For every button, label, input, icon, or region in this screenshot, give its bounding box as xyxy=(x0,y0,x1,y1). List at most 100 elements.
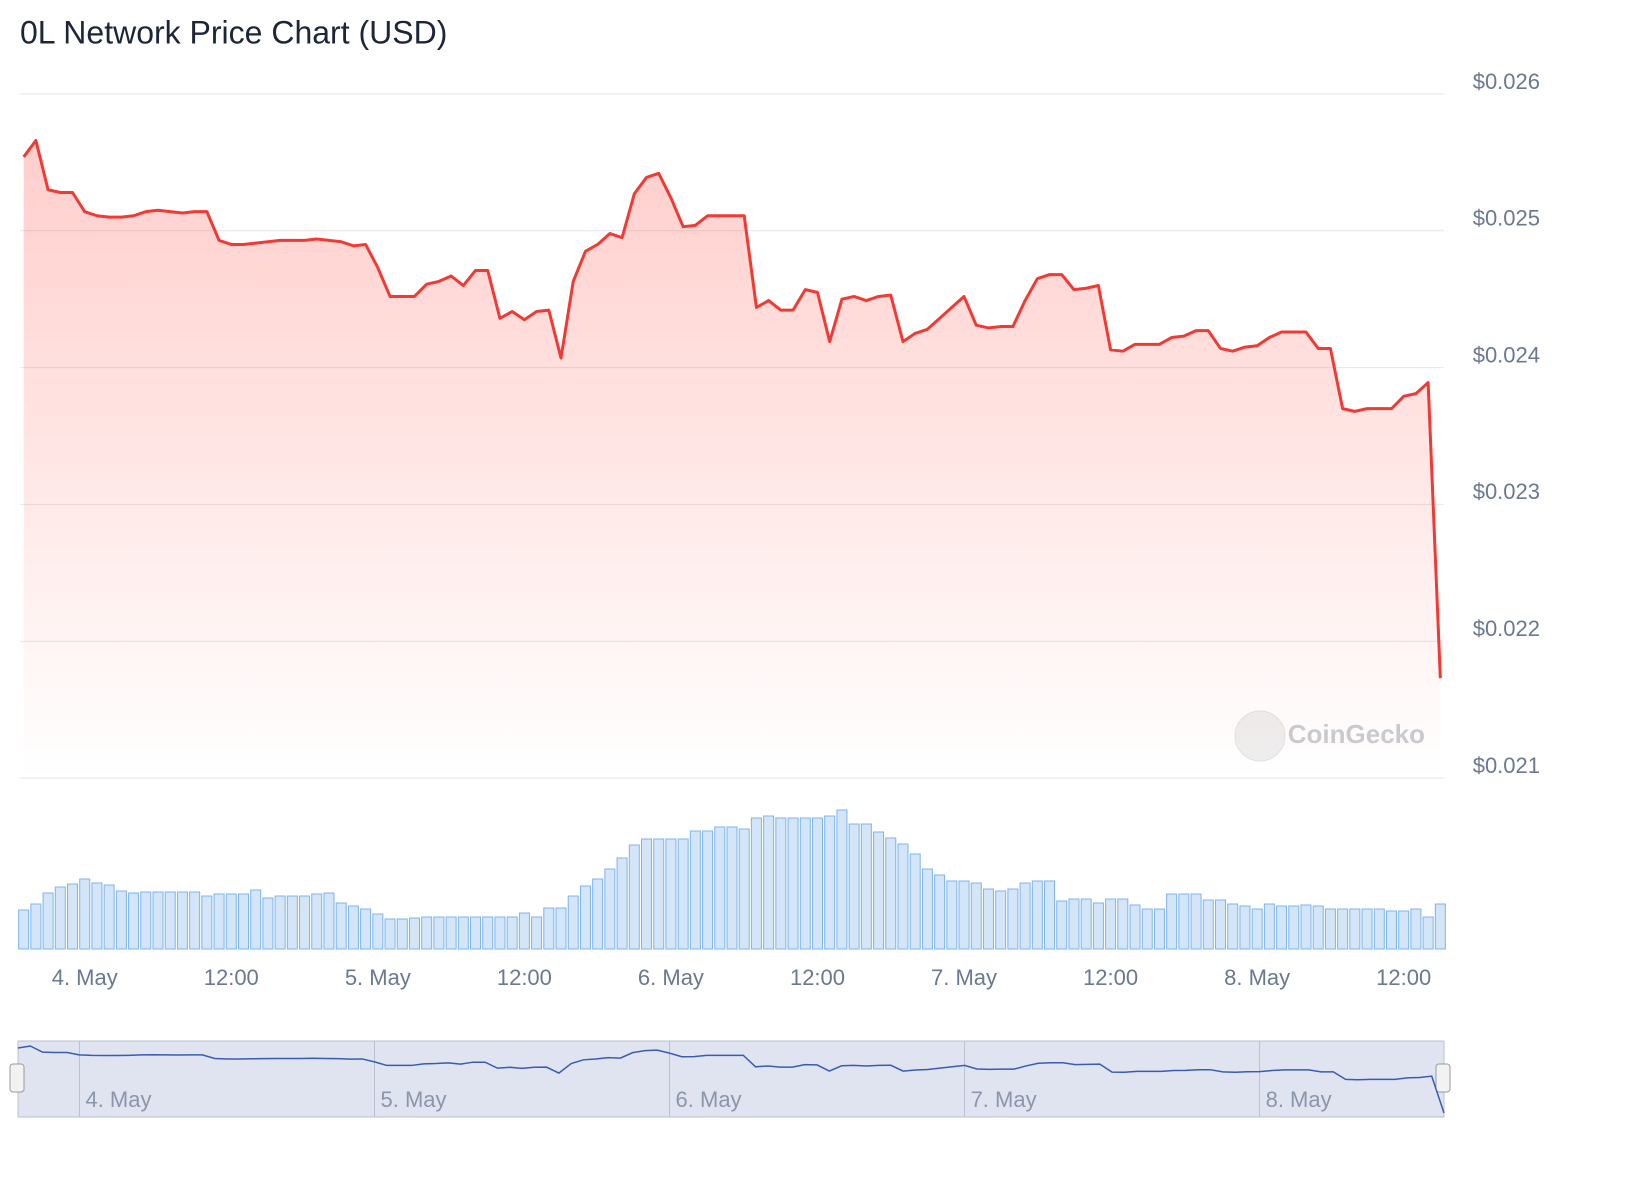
volume-bar xyxy=(1190,893,1202,950)
volume-bar xyxy=(91,882,103,950)
x-tick-label: 12:00 xyxy=(204,965,259,990)
volume-bar xyxy=(1153,908,1165,950)
volume-bar xyxy=(567,895,579,950)
volume-bar xyxy=(750,817,762,950)
navigator-handle-left[interactable] xyxy=(9,1063,25,1093)
volume-bar xyxy=(140,891,152,950)
volume-bar xyxy=(689,830,701,950)
volume-bar xyxy=(1215,899,1227,950)
volume-bar xyxy=(775,817,787,950)
volume-bar xyxy=(67,883,79,950)
volume-bar xyxy=(604,868,616,950)
volume-bar xyxy=(518,912,530,950)
chart-title: 0L Network Price Chart (USD) xyxy=(20,14,447,50)
volume-bar xyxy=(482,916,494,950)
volume-bar xyxy=(714,826,726,950)
volume-bar xyxy=(262,897,274,950)
volume-bar xyxy=(1312,905,1324,950)
volume-bar xyxy=(1373,908,1385,950)
navigator-line xyxy=(17,1045,1445,1114)
volume-bar xyxy=(1263,903,1275,950)
y-tick-label: $0.024 xyxy=(1473,342,1540,367)
volume-bar xyxy=(311,893,323,950)
volume-bar xyxy=(372,913,384,950)
volume-bar xyxy=(824,815,836,950)
volume-bar xyxy=(115,890,127,950)
volume-bar xyxy=(616,857,628,950)
volume-bar xyxy=(1044,880,1056,950)
volume-bar xyxy=(1410,908,1422,950)
volume-bar xyxy=(641,838,653,950)
volume-bar xyxy=(579,885,591,950)
volume-bar xyxy=(176,891,188,950)
volume-bar xyxy=(946,880,958,950)
volume-bar xyxy=(909,853,921,950)
y-tick-label: $0.025 xyxy=(1473,206,1540,231)
volume-bar xyxy=(470,916,482,950)
volume-bar xyxy=(1068,898,1080,950)
volume-bar xyxy=(213,893,225,950)
volume-bar xyxy=(1385,910,1397,950)
volume-bar xyxy=(1337,908,1349,950)
volume-bar xyxy=(1422,916,1434,950)
volume-bar xyxy=(1117,898,1129,950)
volume-bar xyxy=(299,895,311,950)
volume-bar xyxy=(1434,903,1446,950)
volume-bar xyxy=(164,891,176,950)
volume-bar xyxy=(360,908,372,950)
volume-bar xyxy=(152,891,164,950)
x-tick-label: 6. May xyxy=(638,965,704,990)
volume-bar xyxy=(286,895,298,950)
volume-bar xyxy=(1361,908,1373,950)
volume-bar xyxy=(250,889,262,950)
volume-bar xyxy=(421,916,433,950)
volume-bar xyxy=(677,838,689,950)
volume-bar xyxy=(1019,882,1031,950)
volume-bar xyxy=(1031,880,1043,950)
volume-bar xyxy=(811,817,823,950)
volume-bar xyxy=(592,878,604,950)
volume-bar xyxy=(885,837,897,950)
volume-bar xyxy=(1056,900,1068,950)
volume-bar xyxy=(860,823,872,950)
volume-bar xyxy=(1129,904,1141,950)
navigator-handle-right[interactable] xyxy=(1435,1063,1451,1093)
volume-bar xyxy=(1300,904,1312,950)
navigator-tick-label: 6. May xyxy=(676,1087,742,1112)
volume-bar xyxy=(787,817,799,950)
volume-bar xyxy=(1227,903,1239,950)
volume-bar xyxy=(726,826,738,950)
volume-bar xyxy=(1202,899,1214,950)
volume-bar xyxy=(873,831,885,950)
volume-bar xyxy=(494,916,506,950)
volume-bar xyxy=(836,809,848,950)
volume-bar xyxy=(1007,888,1019,950)
volume-bar xyxy=(665,838,677,950)
volume-bar xyxy=(201,895,213,950)
navigator[interactable] xyxy=(17,1040,1445,1118)
volume-bar xyxy=(799,817,811,950)
volume-bar xyxy=(934,874,946,950)
volume-bar xyxy=(555,907,567,950)
volume-bar xyxy=(653,838,665,950)
volume-bar xyxy=(457,916,469,950)
volume-bar xyxy=(103,884,115,950)
volume-bar xyxy=(408,917,420,950)
volume-bar xyxy=(128,892,140,950)
volume-bar xyxy=(1288,905,1300,950)
volume-bar xyxy=(79,878,91,950)
volume-bar xyxy=(189,891,201,950)
volume-bar xyxy=(1092,902,1104,950)
volume-bar xyxy=(1349,908,1361,950)
navigator-tick-label: 8. May xyxy=(1266,1087,1332,1112)
volume-bar xyxy=(433,916,445,950)
volume-bar xyxy=(384,918,396,950)
volume-bar xyxy=(1398,910,1410,950)
volume-bar xyxy=(1080,898,1092,950)
price-area xyxy=(23,140,1441,779)
x-tick-label: 12:00 xyxy=(497,965,552,990)
volume-bar xyxy=(970,882,982,950)
y-tick-label: $0.023 xyxy=(1473,479,1540,504)
volume-bar xyxy=(702,830,714,950)
